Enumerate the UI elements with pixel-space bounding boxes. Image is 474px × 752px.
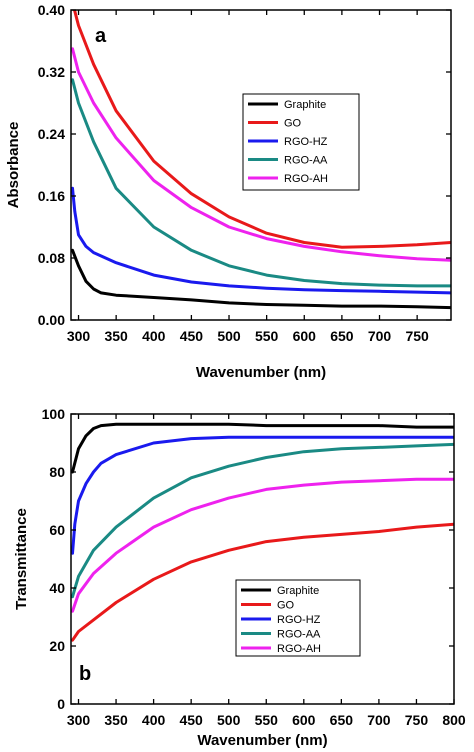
x-axis-title: Wavenumber (nm)	[197, 732, 327, 749]
x-tick-label: 350	[104, 328, 128, 344]
x-tick-label: 600	[292, 712, 316, 728]
legend-label: RGO-HZ	[284, 136, 328, 148]
x-tick-label: 400	[142, 712, 166, 728]
x-tick-label: 400	[142, 328, 166, 344]
panel-letter: b	[79, 663, 91, 685]
series-line-rgo-ah	[71, 477, 454, 613]
legend-label: GO	[284, 118, 302, 130]
series-line-rgo-hz	[71, 186, 451, 295]
legend-label: RGO-HZ	[277, 614, 321, 626]
series-line-graphite	[71, 248, 451, 310]
series-line-rgo-hz	[71, 435, 454, 555]
x-tick-label: 300	[67, 712, 91, 728]
legend-label: RGO-AA	[284, 155, 328, 167]
legend: Graphite GO RGO-HZ RGO-AA RGO-AH	[242, 93, 360, 191]
y-axis-title: Absorbance	[5, 122, 22, 209]
y-tick-label: 0.08	[38, 250, 65, 266]
x-tick-label: 450	[180, 328, 204, 344]
legend-label: GO	[277, 600, 295, 612]
series-line-rgo-aa	[71, 442, 454, 599]
legend-label: RGO-AH	[284, 173, 328, 185]
x-tick-label: 550	[255, 328, 279, 344]
legend-label: Graphite	[284, 99, 326, 111]
legend-label: RGO-AH	[277, 643, 321, 655]
x-tick-label: 700	[368, 328, 392, 344]
y-axis-title: Transmittance	[13, 508, 30, 610]
y-tick-label: 80	[49, 464, 65, 480]
x-tick-label: 550	[255, 712, 279, 728]
series-line-rgo-aa	[71, 78, 451, 288]
x-tick-label: 600	[293, 328, 317, 344]
y-tick-label: 40	[49, 580, 65, 596]
y-tick-label: 100	[42, 406, 66, 422]
y-tick-label: 0.24	[38, 126, 65, 142]
plot-frame	[70, 413, 455, 705]
legend-label: Graphite	[277, 585, 319, 597]
y-tick-label: 0.16	[38, 188, 65, 204]
x-tick-label: 500	[217, 712, 241, 728]
x-tick-label: 700	[367, 712, 391, 728]
panel-b: 300 350 400 450 500 550 600 650 700 750 800 0 20 40 60…	[13, 406, 466, 749]
panel-letter: a	[95, 25, 107, 47]
series-line-go	[71, 522, 454, 642]
y-tick-label: 0.32	[38, 64, 65, 80]
x-tick-label: 350	[104, 712, 128, 728]
y-tick-label: 0.00	[38, 312, 65, 328]
panel-a: 300 350 400 450 500 550 600 650 700 750 0.00 0.08 0.…	[5, 2, 452, 381]
x-tick-label: 750	[405, 328, 429, 344]
x-tick-label: 650	[330, 712, 354, 728]
x-tick-label: 450	[179, 712, 203, 728]
x-axis-title: Wavenumber (nm)	[196, 364, 326, 381]
y-tick-label: 20	[49, 638, 65, 654]
series-line-rgo-ah	[71, 47, 451, 262]
x-tick-label: 300	[67, 328, 91, 344]
plot-frame	[70, 9, 452, 321]
y-tick-label: 0.40	[38, 2, 65, 18]
x-tick-label: 750	[405, 712, 429, 728]
x-tick-label: 800	[442, 712, 466, 728]
y-tick-label: 0	[57, 696, 65, 712]
series-line-go	[72, 10, 451, 249]
y-tick-label: 60	[49, 522, 65, 538]
x-tick-label: 500	[217, 328, 241, 344]
legend: Graphite GO RGO-HZ RGO-AA RGO-AH	[235, 579, 361, 657]
series-line-graphite	[71, 422, 454, 474]
legend-label: RGO-AA	[277, 629, 321, 641]
x-tick-label: 650	[330, 328, 354, 344]
